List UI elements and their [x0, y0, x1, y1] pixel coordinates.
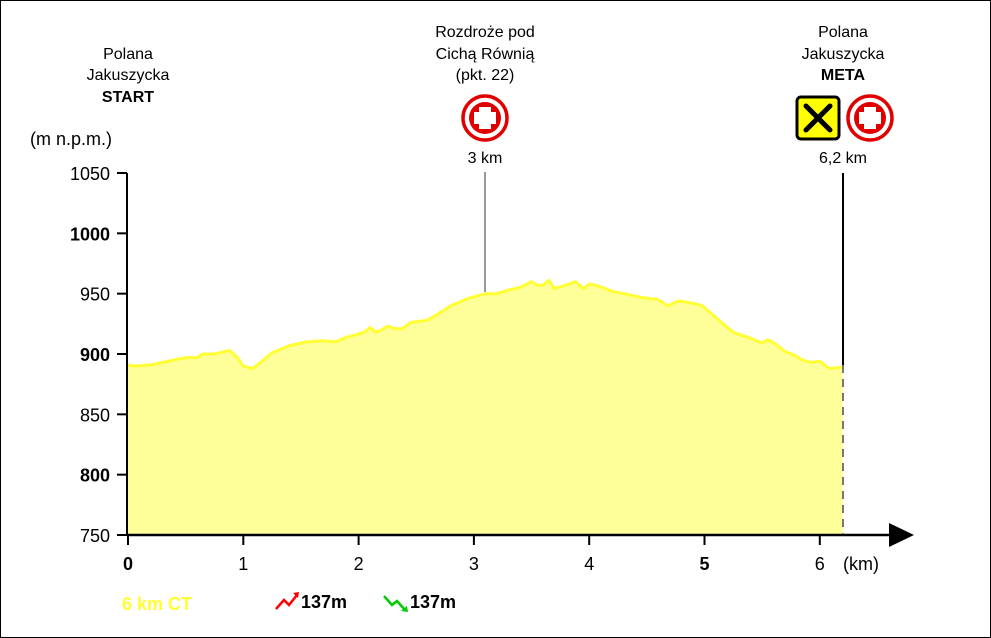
descent-arrow-icon [383, 595, 408, 612]
profile-area-layer [127, 278, 844, 535]
profile-area [128, 280, 843, 535]
waypoint-finish-km: 6,2 km [819, 150, 867, 167]
waypoint-mid-name-line-1: Rozdroże pod [435, 24, 535, 41]
x-tick-label: 0 [123, 554, 133, 574]
food-icon [795, 95, 841, 141]
y-ticks: 1050 1000 950 900 850 800 750 [70, 164, 127, 546]
x-axis-arrow-icon [889, 523, 914, 547]
x-tick-label: 3 [469, 554, 479, 574]
x-tick-label: 4 [584, 554, 594, 574]
profile-line [127, 278, 844, 370]
waypoint-start-name-line-2: Jakuszycka [87, 67, 170, 84]
y-tick-label: 750 [80, 526, 110, 546]
waypoint-finish-name-line-1: Polana [818, 24, 868, 41]
descent-value: 137m [410, 592, 456, 612]
waypoint-finish-tag: META [821, 67, 866, 84]
y-tick-label: 1000 [70, 224, 110, 244]
waypoint-start-name-line-1: Polana [103, 46, 153, 63]
x-tick-label: 2 [354, 554, 364, 574]
x-tick-label: 1 [238, 554, 248, 574]
ascent-value: 137m [301, 592, 347, 612]
waypoint-mid-km: 3 km [468, 150, 503, 167]
y-tick-label: 850 [80, 405, 110, 425]
y-tick-label: 800 [80, 466, 110, 486]
waypoint-finish: Polana Jakuszycka META 6,2 km [795, 24, 894, 534]
waypoint-mid: Rozdroże pod Cichą Równią (pkt. 22) 3 km [435, 24, 535, 292]
waypoint-finish-name-line-2: Jakuszycka [802, 46, 885, 63]
y-tick-label: 950 [80, 285, 110, 305]
waypoint-mid-name-line-2: Cichą Równią [436, 46, 535, 63]
y-tick-label: 900 [80, 345, 110, 365]
ascent-arrow-icon [275, 592, 299, 610]
waypoint-mid-name-line-3: (pkt. 22) [456, 67, 515, 84]
x-axis-label: (km) [843, 554, 879, 574]
y-axis-label: (m n.p.m.) [30, 129, 112, 149]
x-tick-label: 5 [699, 554, 709, 574]
x-tick-label: 6 [815, 554, 825, 574]
first-aid-icon [461, 94, 509, 142]
y-tick-label: 1050 [70, 164, 110, 184]
x-ticks: 0 1 2 3 4 5 6 [123, 535, 825, 574]
waypoint-start-tag: START [102, 89, 154, 106]
route-label: 6 km CT [122, 594, 192, 614]
first-aid-icon [846, 94, 894, 142]
waypoint-start: Polana Jakuszycka START [87, 46, 170, 106]
